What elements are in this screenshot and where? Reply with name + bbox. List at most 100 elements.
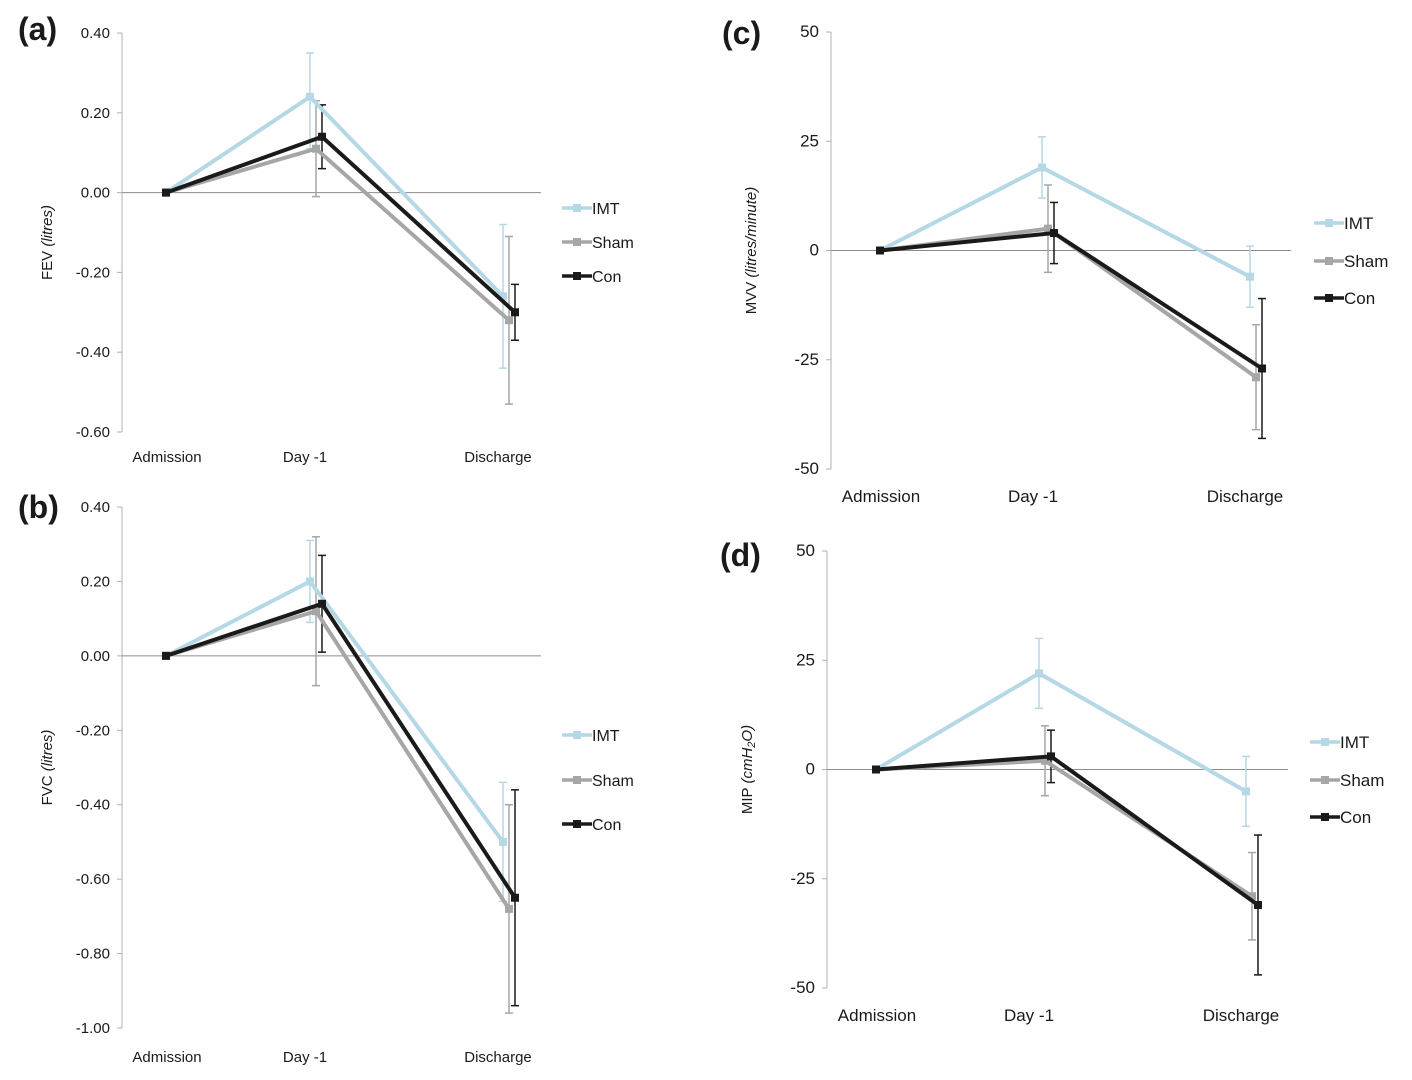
series-line-sham: [162, 607, 513, 913]
legend-marker: [573, 204, 581, 212]
data-point-marker: [1035, 669, 1043, 678]
y-tick-label: -0.40: [76, 344, 110, 361]
y-axis-title-measure: FVC: [39, 771, 56, 805]
legend-item-imt: IMT: [1310, 733, 1369, 752]
legend-marker: [1325, 257, 1333, 265]
series-line: [879, 165, 1251, 279]
series-line-con: [162, 132, 519, 317]
series-line-imt: [872, 669, 1250, 796]
unit-part: (cmH: [739, 748, 756, 784]
panel-label: (a): [18, 11, 57, 47]
y-tick-label: -0.20: [76, 722, 110, 739]
y-tick-label: 0.20: [81, 573, 110, 590]
series-line: [875, 758, 1254, 898]
x-tick-label: Admission: [838, 1006, 916, 1025]
chart-panel-b: (b) 0.40 0.20 0.00 -0.20 -0.40 -0.60 -0.80 -1.00…: [18, 489, 634, 1066]
data-point-marker: [1254, 900, 1262, 909]
series-line-imt: [876, 163, 1254, 281]
series-line: [165, 134, 517, 314]
y-axis-title-measure: MIP: [739, 784, 756, 815]
legend-marker: [1325, 219, 1333, 227]
series-line-con: [872, 752, 1262, 909]
x-tick-label: Day -1: [1004, 1006, 1054, 1025]
legend: IMT Sham Con: [562, 201, 634, 286]
chart-panel-a: (a) 0.40 0.20 0.00 -0.20 -0.40 -0.60 FEV (litre…: [18, 11, 634, 466]
legend-item-con: Con: [562, 817, 621, 834]
data-point-marker: [312, 607, 320, 616]
y-tick-label: -50: [790, 978, 815, 997]
panel-label: (d): [720, 537, 761, 573]
series-con: [1050, 201, 1266, 440]
y-tick-label: 0: [806, 760, 815, 779]
legend-label: Sham: [592, 235, 634, 252]
unit-part: O): [739, 725, 756, 742]
legend-item-sham: Sham: [562, 773, 634, 790]
legend-label: Con: [592, 817, 621, 834]
y-axis-title: FVC (litres): [39, 730, 56, 806]
data-point-marker: [1047, 752, 1055, 761]
legend-item-imt: IMT: [1314, 214, 1373, 233]
chart-panel-d: (d) 50 25 0 -25 -50 MIP (cmH2O) Admission Day -1…: [720, 537, 1384, 1025]
data-point-marker: [1044, 224, 1052, 233]
y-axis-title-measure: MVV: [743, 278, 760, 315]
y-tick-label: -0.80: [76, 946, 110, 963]
y-tick-label: 25: [796, 650, 815, 669]
legend-label: Con: [1340, 808, 1371, 827]
x-tick-label: Admission: [132, 449, 201, 466]
y-tick-label: 0.00: [81, 648, 110, 665]
data-point-marker: [505, 904, 513, 913]
series-imt: [306, 539, 507, 903]
y-tick-label: -1.00: [76, 1020, 110, 1037]
y-axis-title: FEV (litres): [39, 205, 56, 280]
legend-marker: [1325, 294, 1333, 302]
data-point-marker: [1050, 229, 1058, 238]
y-axis-title-unit: (litres): [39, 205, 56, 247]
data-point-marker: [1252, 373, 1260, 382]
data-point-marker: [1248, 892, 1256, 901]
series-imt: [306, 52, 507, 369]
legend-marker: [573, 820, 581, 828]
y-tick-label: -0.20: [76, 264, 110, 281]
legend-item-con: Con: [1310, 808, 1371, 827]
data-point-marker: [1246, 272, 1254, 281]
data-point-marker: [1038, 163, 1046, 172]
series-line: [874, 671, 1247, 794]
data-point-marker: [162, 651, 170, 660]
legend-label: IMT: [1340, 733, 1369, 752]
legend-item-sham: Sham: [1310, 771, 1384, 790]
legend: IMT Sham Con: [562, 728, 634, 834]
series-con: [318, 554, 519, 1007]
legend-label: Sham: [592, 773, 634, 790]
data-point-marker: [872, 765, 880, 774]
y-tick-label: -0.60: [76, 871, 110, 888]
legend-marker: [1321, 776, 1329, 784]
y-axis-title-unit: (litres/minute): [743, 187, 760, 278]
legend-label: Sham: [1340, 771, 1384, 790]
legend: IMT Sham Con: [1310, 733, 1384, 827]
y-axis-title-measure: FEV: [39, 247, 56, 280]
y-tick-label: 25: [800, 131, 819, 150]
series-sham: [312, 100, 513, 405]
x-tick-label: Admission: [842, 487, 920, 506]
data-point-marker: [1258, 364, 1266, 373]
legend-label: Con: [592, 269, 621, 286]
x-tick-label: Day -1: [283, 449, 327, 466]
legend-marker: [1321, 813, 1329, 821]
y-tick-label: -25: [794, 350, 819, 369]
data-point-marker: [318, 599, 326, 608]
unit-subscript: 2: [746, 742, 758, 749]
series-line-sham: [162, 144, 513, 325]
data-point-marker: [505, 316, 513, 325]
x-tick-label: Day -1: [1008, 487, 1058, 506]
y-tick-label: 50: [800, 22, 819, 41]
data-point-marker: [1041, 756, 1049, 765]
legend-marker: [573, 238, 581, 246]
legend-item-imt: IMT: [562, 728, 620, 745]
y-axis-title-unit: (cmH2O): [739, 725, 758, 784]
legend-marker: [573, 776, 581, 784]
data-point-marker: [318, 132, 326, 141]
y-tick-label: 0.40: [81, 499, 110, 516]
legend-label: Sham: [1344, 252, 1388, 271]
series-line-sham: [876, 224, 1260, 382]
